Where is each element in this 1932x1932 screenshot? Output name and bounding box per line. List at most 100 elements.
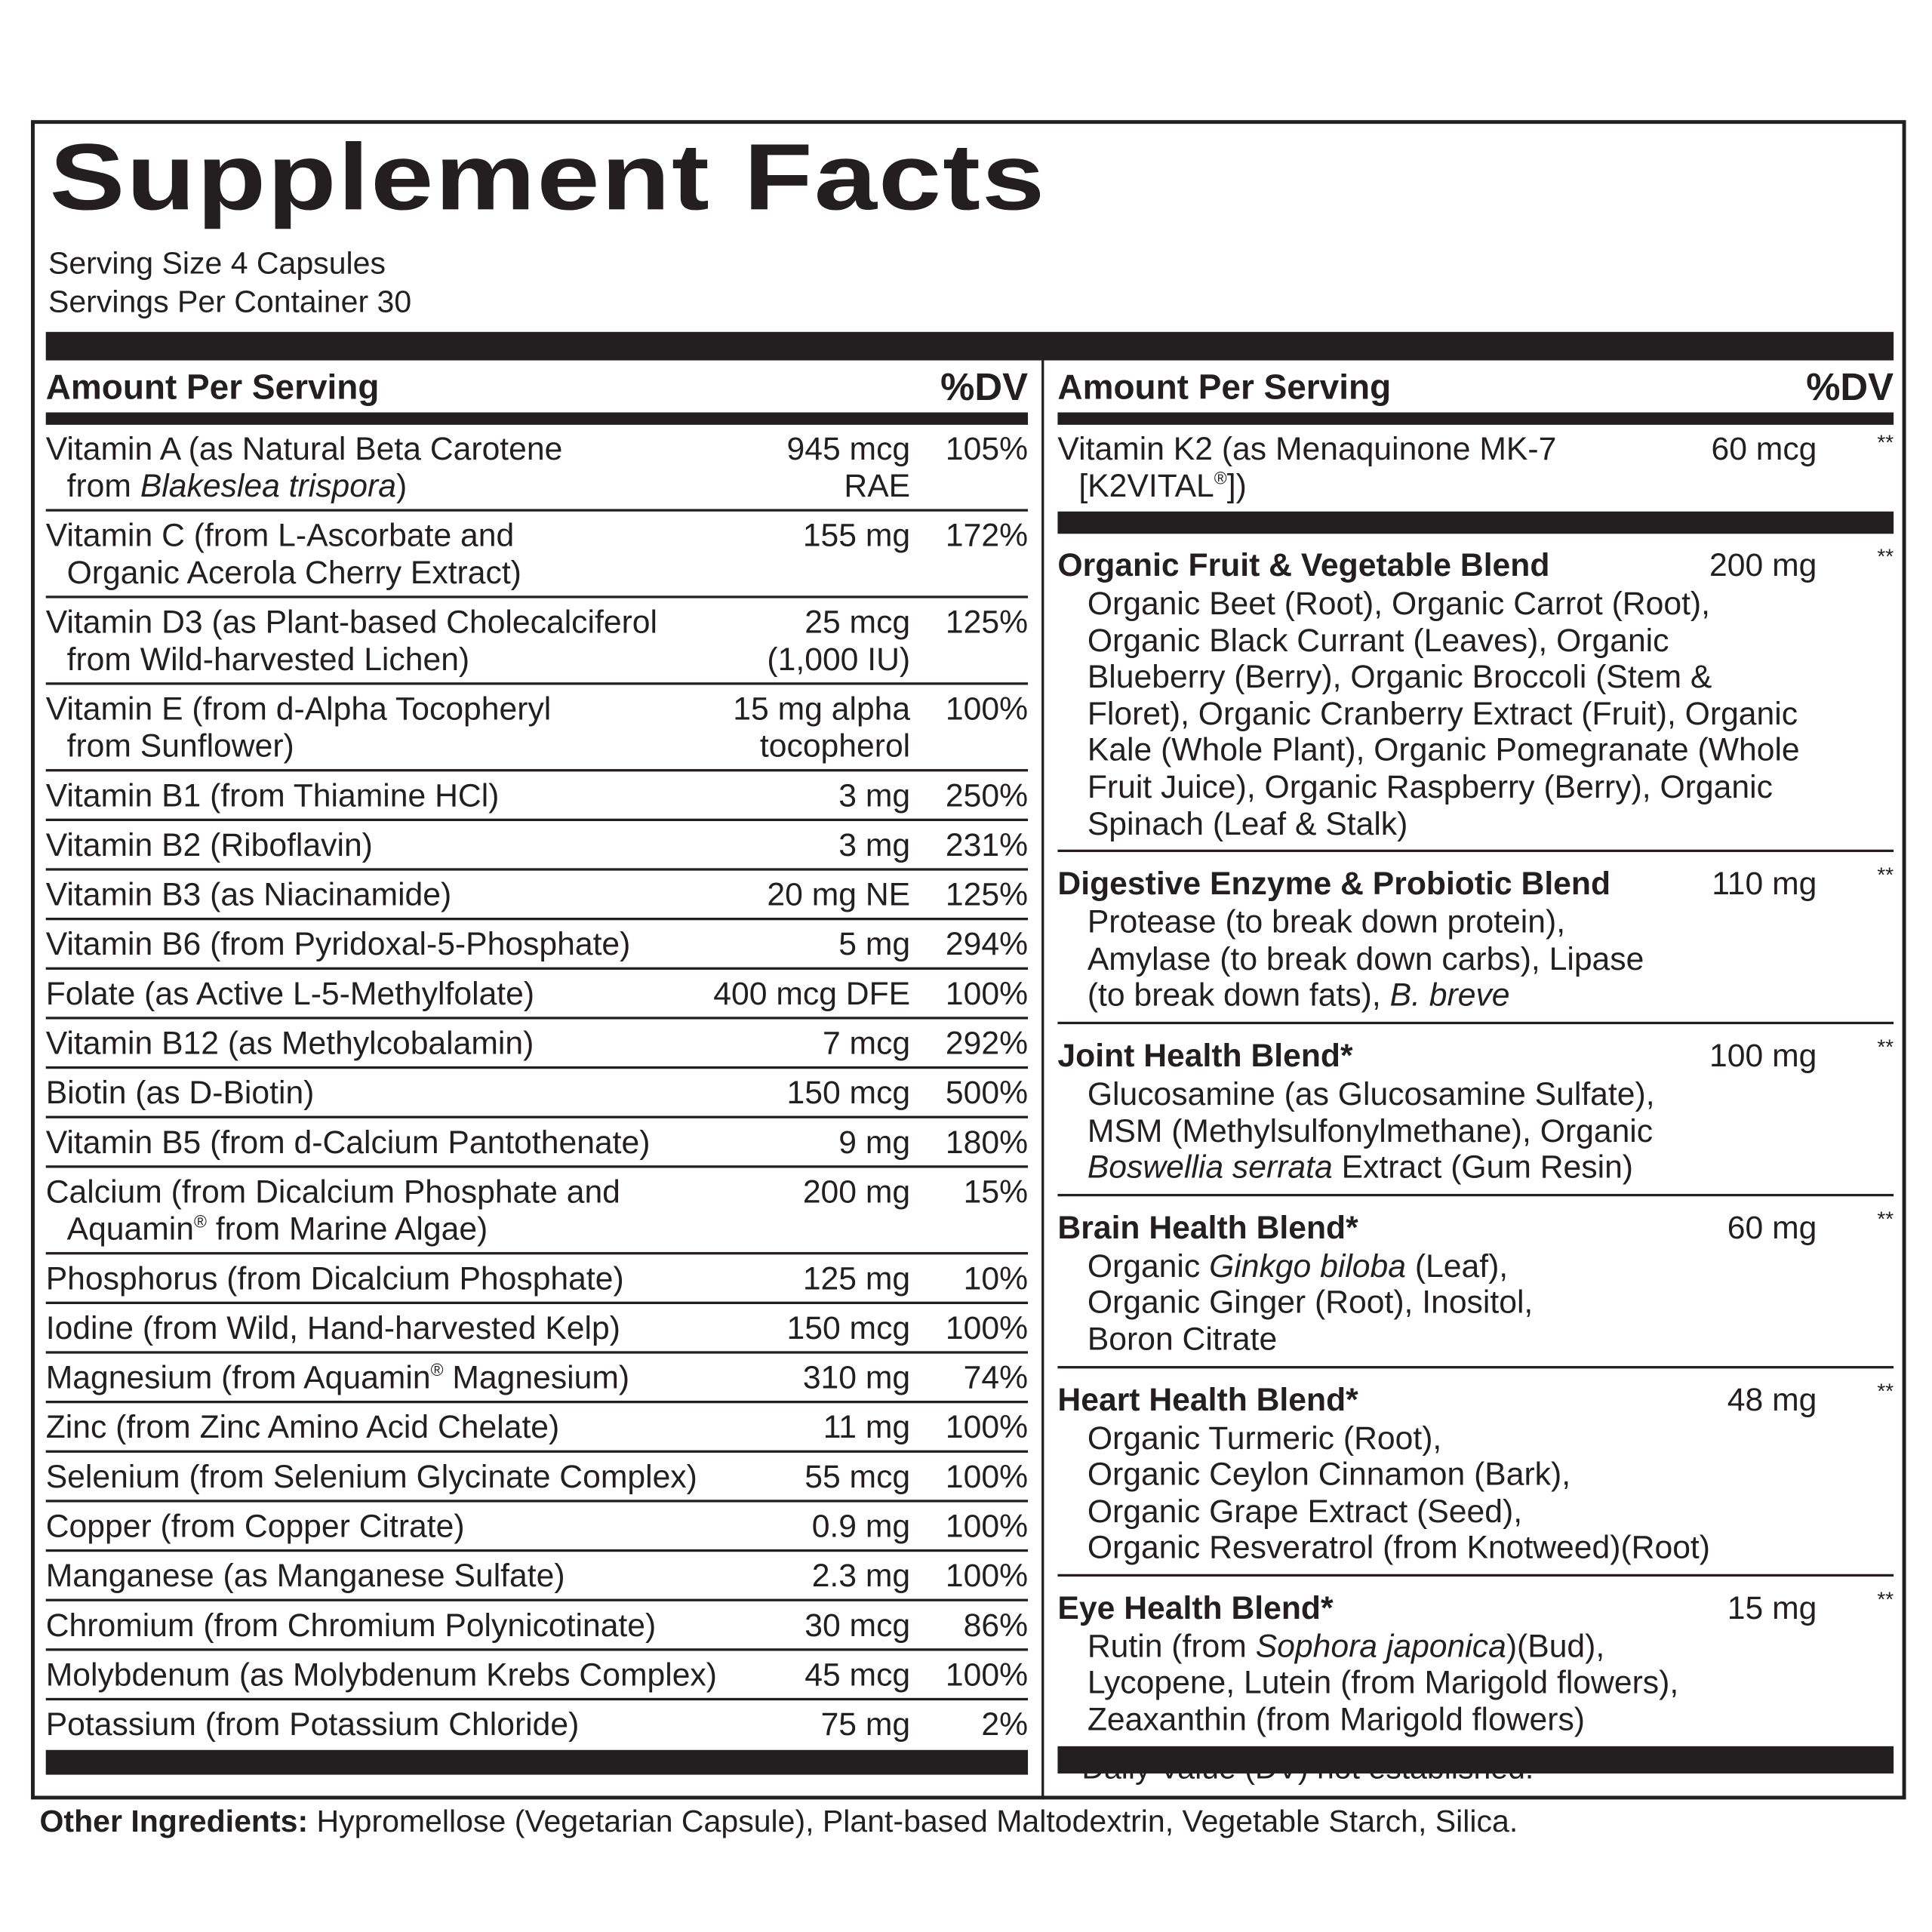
other-ingredients: Other Ingredients: Hypromellose (Vegetar… [40,1804,1518,1841]
text-segment: Chromium (from Chromium Polynicotinate) [45,1606,657,1644]
amount-line: 150 mcg [786,1309,911,1346]
header-bar [1057,412,1894,425]
text-segment: Vitamin D3 (as Plant-based Cholecalcifer… [45,603,657,641]
text-segment: Boron Citrate [1087,1320,1278,1358]
nutrient-row: Copper (from Copper Citrate) 0.9 mg 100% [45,1503,1029,1552]
text-segment: Blakeslea trispora [140,466,396,504]
text-line: Vitamin C (from L-Ascorbate and [46,516,803,553]
left-header: Amount Per Serving %DV [46,361,1028,413]
text-line: Organic Ginger (Root), Inositol, [1088,1284,1894,1321]
text-segment: )(Bud), [1506,1627,1605,1665]
blend-row: Joint Health Blend* 100 mg ** Glucosamine (… [1057,1024,1894,1196]
amount-line: 9 mg [838,1123,911,1161]
nutrient-dv: 100% [945,974,1029,1012]
nutrient-name: Vitamin B5 (from d-Calcium Pantothenate) [46,1123,839,1160]
text-line: Fruit Juice), Organic Raspberry (Berry),… [1088,768,1894,806]
amount-line: 3 mg [838,826,911,863]
text-line: Organic Grape Extract (Seed), [1088,1492,1894,1531]
nutrient-row: Iodine (from Wild, Hand-harvested Kelp) 1… [45,1304,1029,1354]
blend-ingredients: Rutin (from Sophora japonica)(Bud), Lycop… [1057,1627,1894,1739]
text-segment: Organic Turmeric (Root), [1087,1418,1442,1457]
text-line: Protease (to break down protein), [1088,903,1894,941]
blend-name: Heart Health Blend* [1057,1380,1358,1418]
nutrient-amount: 25 mcg (1,000 IU) [767,603,910,677]
text-line: Vitamin B6 (from Pyridoxal-5-Phosphate) [46,925,839,962]
nutrient-dv: 231% [945,826,1029,863]
text-segment: from Sunflower) [66,727,294,764]
text-segment: Amylase (to break down carbs), Lipase [1087,940,1644,977]
nutrient-dv: ** [1877,431,1894,455]
text-segment: from [66,466,140,504]
text-segment: Zinc (from Zinc Amino Acid Chelate) [45,1407,560,1446]
other-ingredients-label: Other Ingredients: [39,1804,309,1839]
amount-per-serving-heading: Amount Per Serving [45,368,380,407]
text-line: Zinc (from Zinc Amino Acid Chelate) [46,1408,823,1445]
blend-list: Organic Fruit & Vegetable Blend 200 mg ** O… [1057,534,1894,1746]
text-segment: Vitamin B5 (from d-Calcium Pantothenate) [45,1123,651,1161]
text-line: Organic Ginkgo biloba (Leaf), [1088,1247,1894,1285]
nutrient-dv: 100% [945,1457,1029,1495]
amount-line: 20 mg NE [767,875,911,913]
header-bar [45,412,1029,425]
blend-ingredients: Organic Beet (Root), Organic Carrot (Roo… [1057,585,1894,842]
text-segment: from Wild-harvested Lichen) [66,640,470,678]
text-line: Boron Citrate [1088,1321,1894,1358]
text-line: Glucosamine (as Glucosamine Sulfate), [1088,1075,1894,1113]
text-line: Molybdenum (as Molybdenum Krebs Complex) [46,1656,805,1693]
nutrient-dv: 180% [945,1123,1029,1161]
blend-ingredients: Organic Turmeric (Root), Organic Ceylon C… [1057,1418,1894,1566]
text-segment: (to break down fats), [1087,976,1390,1014]
nutrient-row: Vitamin B1 (from Thiamine HCl) 3 mg 250% [45,771,1029,821]
nutrient-name: Folate (as Active L-5-Methylfolate) [46,974,714,1011]
text-line: Vitamin D3 (as Plant-based Cholecalcifer… [46,603,768,640]
text-segment: [K2VITAL [1078,466,1214,504]
nutrient-name: Manganese (as Manganese Sulfate) [46,1557,812,1594]
text-line: Organic Turmeric (Root), [1087,1418,1894,1457]
text-line: Vitamin B5 (from d-Calcium Pantothenate) [46,1123,839,1160]
text-line: Calcium (from Dicalcium Phosphate and [46,1173,803,1210]
text-segment: (Leaf), [1405,1247,1509,1284]
text-line: Biotin (as D-Biotin) [46,1074,787,1111]
text-segment: Vitamin A (as Natural Beta Carotene [45,429,563,467]
text-segment: Sophora japonica [1255,1627,1506,1665]
blend-amount: 15 mg [1727,1589,1817,1626]
nutrient-name: Zinc (from Zinc Amino Acid Chelate) [46,1408,823,1445]
nutrient-amount: 125 mg [803,1260,910,1297]
amount-line: 75 mg [820,1705,911,1743]
blend-amount: 60 mg [1727,1208,1817,1246]
nutrient-amount: 2.3 mg [812,1557,910,1594]
other-ingredients-text: Hypromellose (Vegetarian Capsule), Plant… [308,1804,1518,1839]
dv-heading: %DV [1806,365,1894,409]
text-segment: MSM (Methylsulfonylmethane), Organic [1087,1111,1654,1149]
blend-row: Organic Fruit & Vegetable Blend 200 mg ** O… [1057,534,1894,853]
nutrient-amount: 150 mcg [786,1074,910,1111]
nutrient-dv: 292% [945,1024,1029,1062]
nutrient-amount: 9 mg [838,1123,910,1160]
nutrient-amount: 200 mg [803,1173,910,1247]
text-segment: Vitamin B2 (Riboflavin) [45,826,373,863]
blend-name: Eye Health Blend* [1057,1589,1334,1626]
nutrient-dv: 86% [963,1606,1029,1644]
nutrient-row: Vitamin B12 (as Methylcobalamin) 7 mcg 292… [45,1020,1029,1069]
registered-mark: ® [430,1359,444,1380]
blend-amount: 100 mg [1709,1036,1817,1074]
label-title: Supplement Facts [49,125,1047,231]
text-segment: Magnesium (from Aquamin [45,1358,431,1396]
amount-line: 155 mg [802,516,911,554]
text-line: Iodine (from Wild, Hand-harvested Kelp) [46,1309,787,1346]
label-border [31,120,1906,1800]
nutrient-amount: 945 mcg RAE [786,429,910,503]
text-line: Organic Black Currant (Leaves), Organic [1088,621,1894,660]
amount-line: RAE [844,466,911,504]
left-column: Amount Per Serving %DV Vitamin A (as Nat… [45,361,1029,1775]
nutrient-name: Vitamin K2 (as Menaquinone MK-7 [K2VITAL®… [1057,429,1711,506]
nutrient-dv: 100% [945,1407,1029,1446]
text-line: from Blakeslea trispora) [46,467,787,504]
nutrient-amount: 155 mg [803,516,910,590]
blend-dv: ** [1877,863,1894,888]
blend-row: Heart Health Blend* 48 mg ** Organic Turmer… [1057,1368,1894,1577]
nutrient-name: Biotin (as D-Biotin) [46,1074,787,1111]
amount-line: 25 mcg [804,603,911,641]
nutrient-dv: 294% [945,924,1029,963]
